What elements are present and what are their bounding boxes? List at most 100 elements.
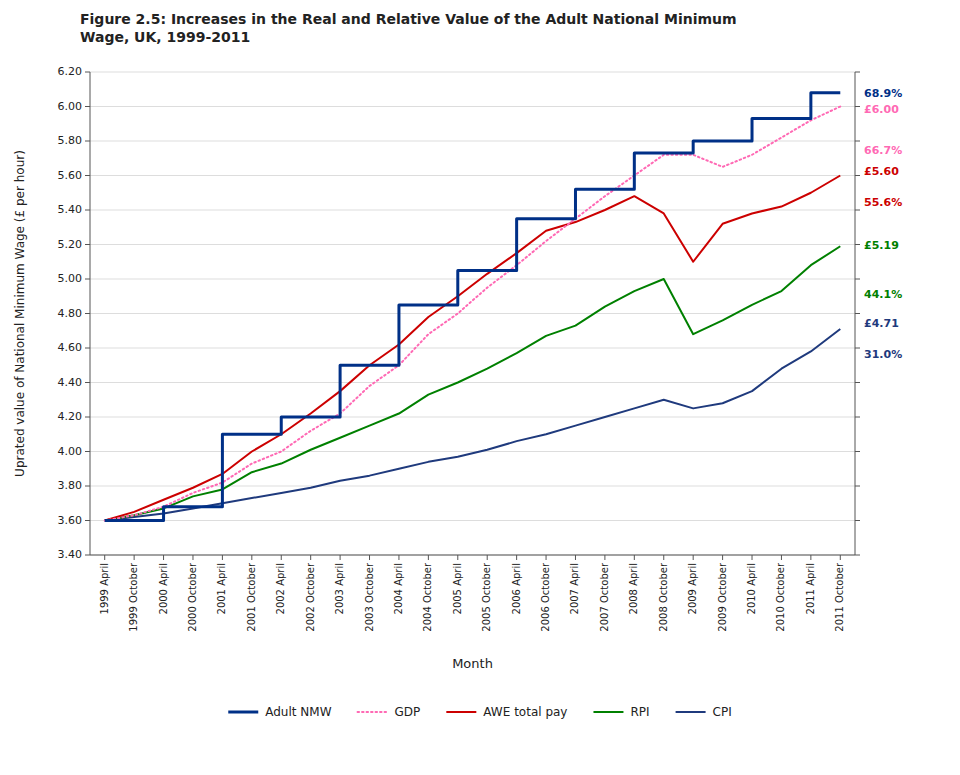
y-tick — [85, 279, 90, 280]
y-tick-right — [855, 555, 860, 556]
y-tick-label: 4.20 — [58, 410, 83, 423]
grid-line — [90, 520, 855, 521]
y-tick-label: 3.40 — [58, 548, 83, 561]
plot-data — [105, 93, 841, 521]
x-tick — [428, 555, 429, 560]
y-tick-right — [855, 313, 860, 314]
x-tick-label: 2006 April — [511, 563, 522, 614]
y-tick-label: 3.80 — [58, 479, 83, 492]
legend-label: AWE total pay — [483, 705, 567, 719]
annotation: 44.1% — [864, 288, 902, 301]
x-tick — [604, 555, 605, 560]
series-line — [105, 176, 841, 521]
annotation: 55.6% — [864, 196, 902, 209]
x-tick — [457, 555, 458, 560]
grid-line — [90, 555, 855, 556]
grid-line — [90, 417, 855, 418]
grid-line — [90, 210, 855, 211]
legend: Adult NMWGDPAWE total payRPICPI — [228, 705, 731, 719]
x-tick-label: 2004 April — [393, 563, 404, 614]
x-tick — [634, 555, 635, 560]
legend-item: Adult NMW — [228, 705, 331, 719]
annotation: £5.60 — [864, 165, 899, 178]
y-tick — [85, 72, 90, 73]
series-line — [105, 246, 841, 520]
annotation: 68.9% — [864, 87, 902, 100]
x-tick — [575, 555, 576, 560]
x-tick — [134, 555, 135, 560]
legend-swatch — [228, 711, 258, 714]
x-tick-label: 2009 October — [717, 562, 728, 632]
y-tick-right — [855, 348, 860, 349]
grid-line — [90, 348, 855, 349]
x-tick-label: 2002 April — [275, 563, 286, 614]
y-axis-label: Uprated value of National Minimum Wage (… — [13, 150, 27, 477]
y-tick-right — [855, 244, 860, 245]
x-tick-label: 1999 October — [128, 562, 139, 632]
series-line — [105, 107, 841, 521]
y-axis-line — [90, 72, 91, 555]
y-tick-label: 5.80 — [58, 134, 83, 147]
legend-item: CPI — [676, 705, 732, 719]
grid-line — [90, 72, 855, 73]
x-tick-label: 2009 April — [687, 563, 698, 614]
x-tick-label: 2008 April — [628, 563, 639, 614]
x-tick-label: 2000 April — [158, 563, 169, 614]
y-tick-label: 4.40 — [58, 376, 83, 389]
legend-swatch — [593, 711, 623, 713]
y-tick — [85, 106, 90, 107]
y-tick — [85, 313, 90, 314]
y-tick — [85, 141, 90, 142]
y-tick-label: 5.60 — [58, 169, 83, 182]
x-tick-label: 2010 October — [775, 562, 786, 632]
x-tick-label: 2006 October — [540, 562, 551, 632]
grid-line — [90, 382, 855, 383]
x-tick-label: 2000 October — [187, 562, 198, 632]
y-tick-right — [855, 141, 860, 142]
y-tick-label: 4.00 — [58, 445, 83, 458]
y-tick-right — [855, 520, 860, 521]
y-tick — [85, 417, 90, 418]
grid-line — [90, 279, 855, 280]
x-tick — [369, 555, 370, 560]
grid-line — [90, 244, 855, 245]
annotation: 31.0% — [864, 348, 902, 361]
grid-line — [90, 175, 855, 176]
x-tick-label: 2007 October — [599, 562, 610, 632]
x-tick — [752, 555, 753, 560]
x-tick — [663, 555, 664, 560]
x-tick — [516, 555, 517, 560]
y-tick-label: 4.80 — [58, 307, 83, 320]
annotation: £4.71 — [864, 317, 899, 330]
grid-line — [90, 486, 855, 487]
y-tick — [85, 520, 90, 521]
series-line — [105, 93, 841, 521]
chart: Figure 2.5: Increases in the Real and Re… — [0, 0, 960, 775]
x-tick — [163, 555, 164, 560]
y-tick — [85, 348, 90, 349]
x-tick — [546, 555, 547, 560]
x-tick-label: 1999 April — [99, 563, 110, 614]
y-tick-label: 3.60 — [58, 514, 83, 527]
legend-swatch — [676, 711, 706, 713]
y-tick-right — [855, 451, 860, 452]
y-tick-right — [855, 175, 860, 176]
y-tick — [85, 555, 90, 556]
x-tick-label: 2010 April — [746, 563, 757, 614]
y-tick — [85, 486, 90, 487]
x-tick — [487, 555, 488, 560]
y-tick-right — [855, 417, 860, 418]
x-tick — [840, 555, 841, 560]
x-tick — [310, 555, 311, 560]
x-tick-label: 2003 October — [364, 562, 375, 632]
axes: 3.403.603.804.004.204.404.604.805.005.20… — [58, 65, 861, 632]
x-tick-label: 2004 October — [422, 562, 433, 632]
y-tick-right — [855, 106, 860, 107]
x-tick-label: 2005 April — [452, 563, 463, 614]
annotation: 66.7% — [864, 144, 902, 157]
y-tick-right — [855, 382, 860, 383]
x-tick — [281, 555, 282, 560]
y-tick — [85, 244, 90, 245]
x-tick — [810, 555, 811, 560]
y-tick-label: 6.20 — [58, 65, 83, 78]
